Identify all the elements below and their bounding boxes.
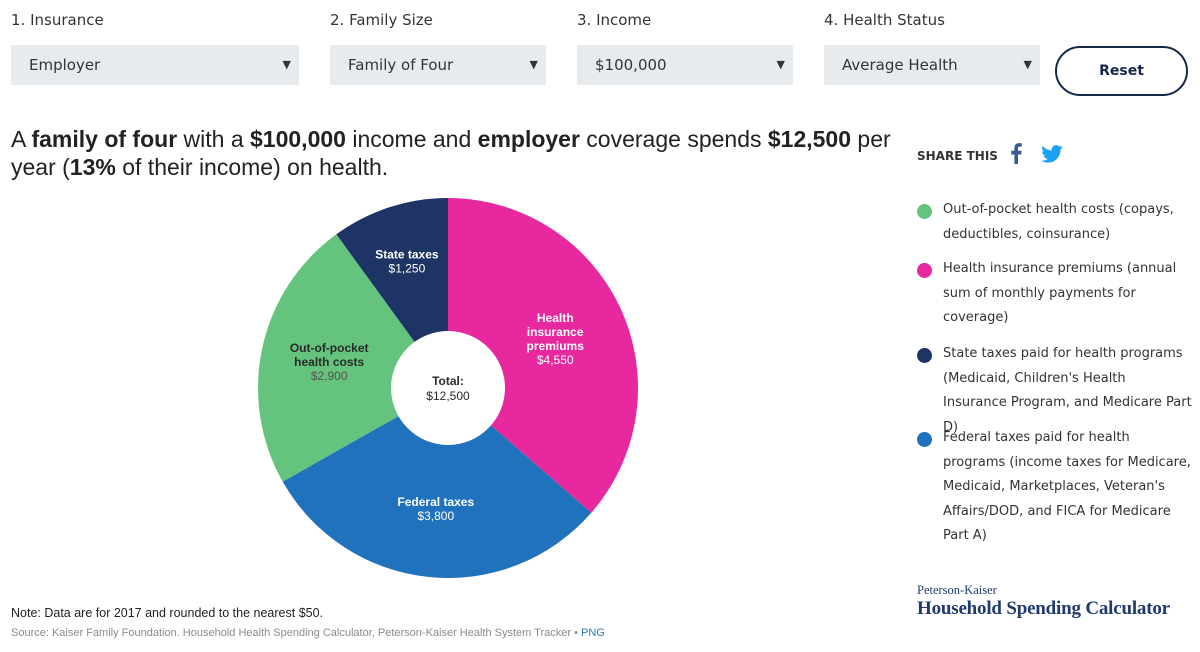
income-select-value: $100,000 (595, 56, 667, 74)
legend-swatch (917, 204, 932, 219)
health-status-filter-label: 4. Health Status (824, 11, 945, 29)
donut-center (391, 331, 505, 445)
legend-item-state-taxes: State taxes paid for health programs (Me… (917, 342, 1192, 440)
pie-slice[interactable] (258, 234, 448, 482)
income-filter-label: 3. Income (577, 11, 652, 29)
headline-family-size: family of four (31, 126, 178, 152)
legend-swatch (917, 348, 932, 363)
chevron-down-icon: ▼ (282, 58, 291, 71)
headline-text: A (11, 126, 32, 152)
chevron-down-icon: ▼ (529, 58, 538, 71)
family-size-select-value: Family of Four (348, 56, 454, 74)
brand-title: Household Spending Calculator (917, 598, 1170, 619)
legend-item-out-of-pocket: Out-of-pocket health costs (copays, dedu… (917, 198, 1192, 247)
headline-text: per year ( (11, 126, 891, 180)
headline-insurance: employer (477, 126, 580, 152)
headline-text: coverage spends (579, 126, 768, 152)
legend-item-label: Federal taxes paid for health programs (… (943, 430, 1191, 543)
family-size-select[interactable]: Family of Four ▼ (330, 45, 546, 85)
insurance-filter: 1. Insurance Employer ▼ (11, 10, 299, 85)
png-download-link[interactable]: PNG (581, 627, 605, 639)
brand-logo: Peterson-Kaiser Household Spending Calcu… (917, 583, 1170, 621)
headline-text: of their income) on health. (115, 154, 389, 180)
health-status-select-value: Average Health (842, 56, 958, 74)
family-size-filter: 2. Family Size Family of Four ▼ (330, 10, 546, 85)
twitter-icon[interactable] (1041, 145, 1063, 163)
summary-headline: A family of four with a $100,000 income … (11, 125, 891, 181)
income-filter: 3. Income $100,000 ▼ (577, 10, 793, 85)
legend-item-federal-taxes: Federal taxes paid for health programs (… (917, 426, 1192, 549)
legend-item-label: State taxes paid for health programs (Me… (943, 346, 1192, 435)
legend-swatch (917, 432, 932, 447)
legend-item-label: Out-of-pocket health costs (copays, dedu… (943, 202, 1174, 242)
chevron-down-icon: ▼ (1023, 58, 1032, 71)
brand-subtitle: Peterson-Kaiser (917, 583, 997, 597)
legend-item-label: Health insurance premiums (annual sum of… (943, 261, 1177, 325)
chevron-down-icon: ▼ (776, 58, 785, 71)
headline-income: $100,000 (250, 126, 346, 152)
headline-percent: 13% (69, 154, 116, 180)
legend-swatch (917, 263, 932, 278)
reset-button[interactable]: Reset (1055, 46, 1188, 96)
family-size-filter-label: 2. Family Size (330, 11, 433, 29)
pie-slice[interactable] (448, 198, 638, 513)
insurance-filter-label: 1. Insurance (11, 11, 104, 29)
health-status-select[interactable]: Average Health ▼ (824, 45, 1040, 85)
data-note: Note: Data are for 2017 and rounded to t… (11, 606, 324, 620)
pie-slice[interactable] (282, 388, 592, 578)
insurance-select[interactable]: Employer ▼ (11, 45, 299, 85)
share-label: SHARE THIS (917, 149, 998, 163)
headline-text: income and (345, 126, 478, 152)
source-line: Source: Kaiser Family Foundation. Househ… (11, 627, 605, 639)
headline-spending: $12,500 (767, 126, 852, 152)
health-status-filter: 4. Health Status Average Health ▼ (824, 10, 1040, 85)
source-text: Source: Kaiser Family Foundation. Househ… (11, 627, 582, 639)
headline-text: with a (177, 126, 251, 152)
facebook-icon[interactable] (1009, 142, 1023, 164)
income-select[interactable]: $100,000 ▼ (577, 45, 793, 85)
legend-item-premiums: Health insurance premiums (annual sum of… (917, 257, 1192, 331)
insurance-select-value: Employer (29, 56, 101, 74)
